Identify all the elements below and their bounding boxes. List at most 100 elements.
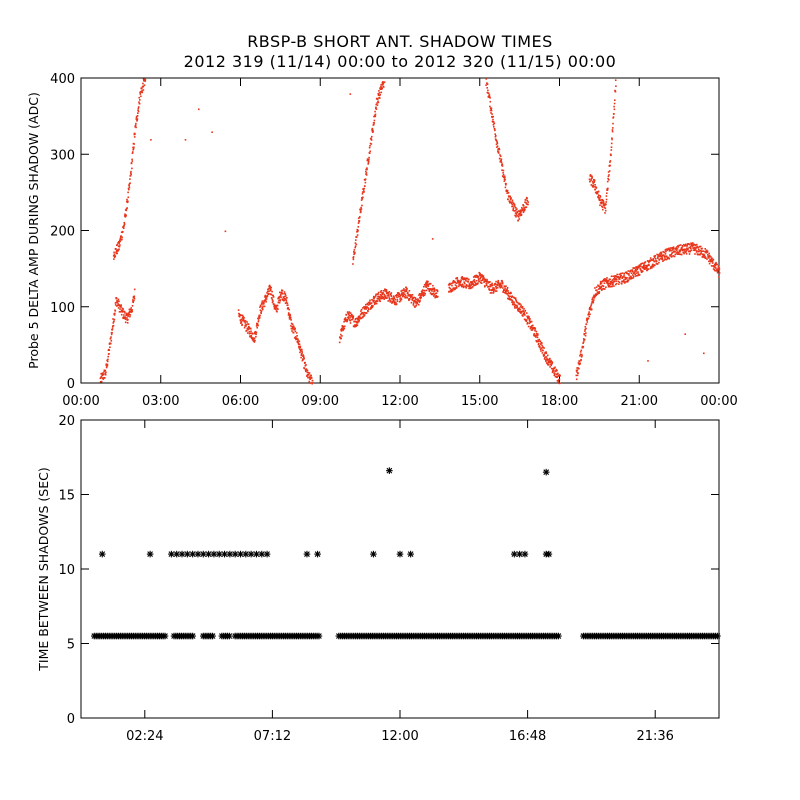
data-point [261,303,263,305]
data-point [352,316,354,319]
data-point [293,325,295,328]
data-point [591,177,593,179]
data-point [120,313,123,316]
data-point [521,550,529,558]
data-point [534,334,537,337]
data-point [250,335,253,337]
data-point [631,269,634,271]
data-point [604,209,607,212]
data-point [369,145,371,147]
data-point [343,320,345,323]
data-point [627,270,630,272]
data-point [292,327,294,329]
data-point [345,314,348,316]
data-point [501,279,503,282]
data-point [623,276,626,278]
data-point [240,320,243,323]
data-point [524,314,526,316]
data-point [497,279,500,282]
data-point-stroke [253,551,260,557]
data-point [245,323,248,326]
data-point [362,196,364,199]
data-point [399,299,402,302]
data-point [367,161,370,164]
data-point [415,304,418,306]
data-point [525,320,528,322]
data-point [591,180,594,183]
data-point [559,375,561,377]
data-point [614,99,616,101]
data-point [522,205,525,207]
data-point [401,289,404,292]
chart-title: RBSP-B SHORT ANT. SHADOW TIMES [247,32,553,51]
data-point [412,299,414,302]
data-point [400,294,402,297]
data-point [482,275,485,277]
data-point [474,275,476,277]
data-point [598,285,601,288]
data-point [693,243,695,246]
data-point [695,251,698,253]
data-point [496,146,498,148]
data-point [489,105,491,108]
data-point [139,93,142,95]
data-point [267,293,270,296]
data-point [503,289,506,292]
data-point [406,287,408,290]
data-point [302,354,305,356]
data-point [655,258,657,260]
data-point [606,192,608,194]
data-point [105,366,108,369]
data-point [117,298,120,301]
data-point [375,302,378,305]
data-point [514,297,517,299]
data-point [465,287,467,289]
data-point [515,299,517,302]
data-point [390,298,393,300]
data-point [680,253,682,256]
data-point [528,320,531,322]
data-point [653,256,656,259]
data-point [293,337,296,339]
data-point [490,292,493,294]
data-point-stroke [189,633,196,639]
data-point [661,256,663,258]
data-point-stroke [397,551,403,557]
data-point [495,287,498,290]
data-point [479,277,482,280]
data-point [363,311,365,314]
data-point [498,282,500,285]
data-point [589,180,591,183]
x-tick-label: 09:00 [302,394,339,409]
data-point [264,299,266,301]
data-point [590,179,592,181]
data-point [270,289,272,291]
chart-subtitle: 2012 319 (11/14) 00:00 to 2012 320 (11/1… [183,52,617,71]
data-point [131,305,134,307]
data-point [672,255,674,257]
data-point [249,332,252,335]
data-point [511,295,513,297]
data-point [674,253,677,256]
x-tick-label: 07:12 [254,729,291,744]
data-point [456,279,459,281]
data-point [344,320,347,322]
data-point [545,351,547,353]
data-point [357,217,360,220]
data-point [342,325,344,327]
data-point [643,264,646,267]
data-point [618,283,620,285]
data-point [668,247,670,250]
data-point [678,244,681,247]
y-tick-label: 15 [58,489,75,504]
data-point [602,285,605,288]
data-point [245,325,247,327]
data-point [664,253,667,255]
data-point [239,319,242,322]
data-point [310,382,313,384]
data-point-stroke [248,551,254,557]
data-point [691,242,693,245]
data-point [511,199,514,202]
data-point [475,280,478,282]
